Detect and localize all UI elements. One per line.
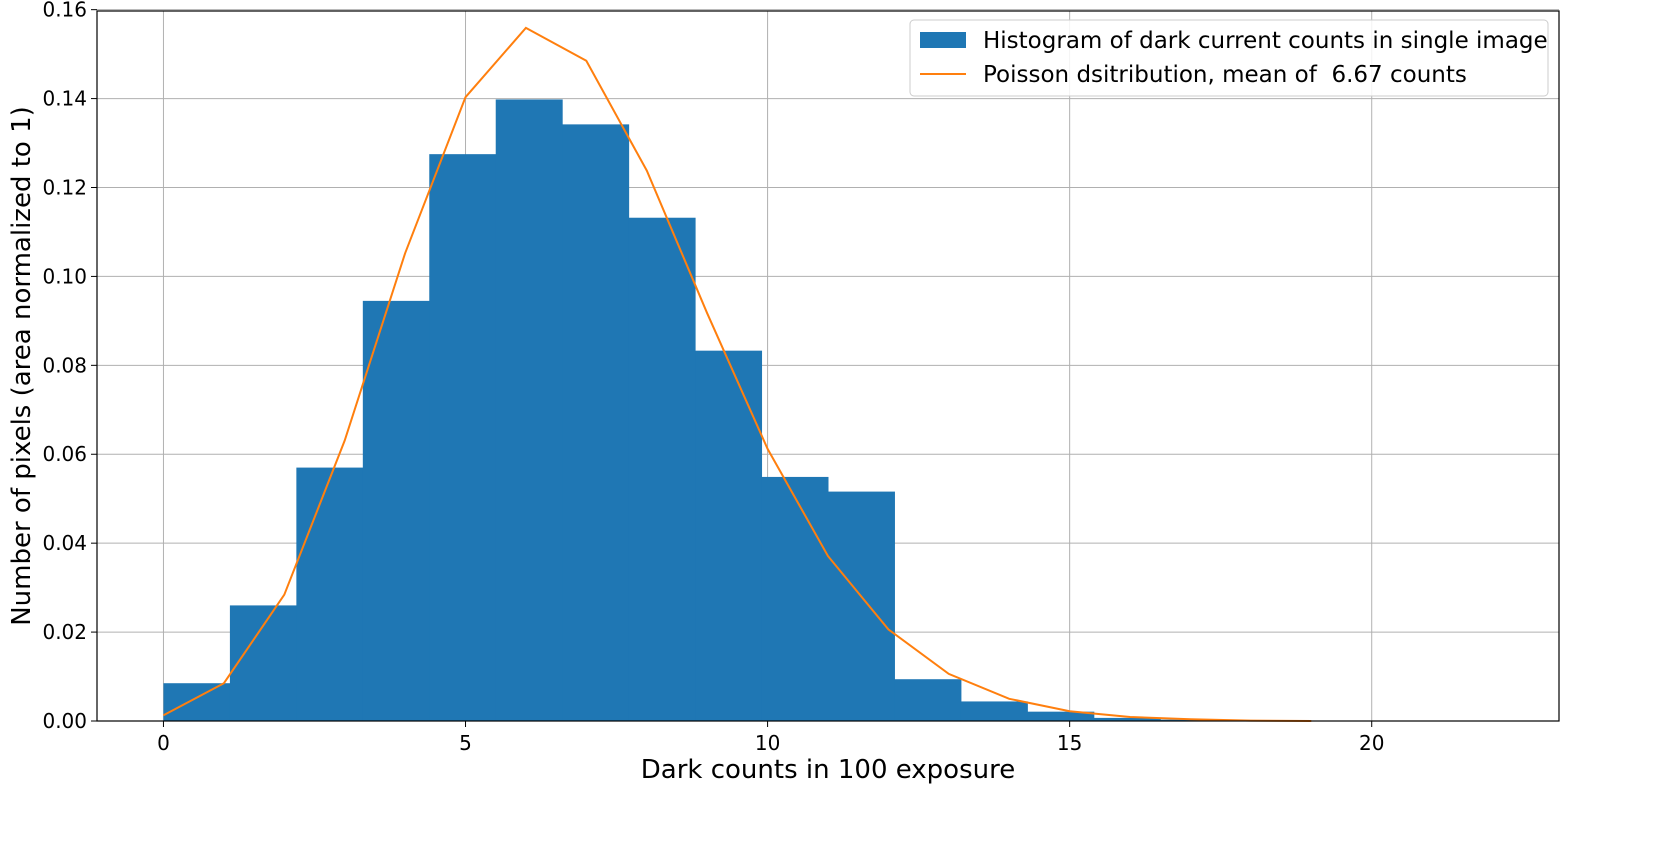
y-tick-label: 0.10 bbox=[42, 264, 87, 288]
histogram-bar bbox=[628, 217, 696, 721]
y-tick-label: 0.12 bbox=[42, 175, 87, 199]
x-tick-label: 20 bbox=[1359, 731, 1384, 755]
y-axis-label: Number of pixels (area normalized to 1) bbox=[7, 106, 37, 626]
x-tick-label: 0 bbox=[157, 731, 170, 755]
legend: Histogram of dark current counts in sing… bbox=[909, 19, 1549, 97]
histogram-bar bbox=[1093, 717, 1161, 721]
x-tick-label: 5 bbox=[459, 731, 472, 755]
histogram-bar bbox=[828, 491, 895, 721]
y-tick-label: 0.14 bbox=[42, 87, 87, 111]
histogram-bar bbox=[960, 701, 1028, 721]
histogram-bar bbox=[1027, 711, 1095, 721]
x-ticks: 0 5 10 15 20 bbox=[157, 721, 1384, 755]
legend-histogram-swatch bbox=[920, 32, 966, 48]
histogram-bar bbox=[429, 154, 497, 722]
histogram-bar bbox=[562, 124, 630, 721]
y-ticks: 0.00 0.02 0.04 0.06 0.08 0.10 0.12 0.14 0.16 bbox=[42, 0, 97, 733]
histogram-bar bbox=[1160, 719, 1228, 721]
histogram-bar bbox=[894, 679, 962, 721]
histogram-bar bbox=[163, 683, 231, 721]
x-tick-label: 10 bbox=[755, 731, 780, 755]
x-tick-label: 15 bbox=[1057, 731, 1082, 755]
plot-frame bbox=[96, 10, 1560, 722]
histogram-bar bbox=[761, 476, 829, 721]
y-tick-label: 0.00 bbox=[42, 709, 87, 733]
legend-box bbox=[909, 19, 1549, 97]
y-tick-label: 0.16 bbox=[42, 0, 87, 22]
histogram-bar bbox=[495, 99, 563, 721]
y-tick-label: 0.08 bbox=[42, 353, 87, 377]
x-axis-label: Dark counts in 100 exposure bbox=[641, 755, 1015, 785]
axes bbox=[96, 10, 1560, 722]
legend-poisson-label: Poisson dsitribution, mean of 6.67 count… bbox=[983, 62, 1467, 88]
y-tick-label: 0.06 bbox=[42, 442, 87, 466]
y-tick-label: 0.02 bbox=[42, 620, 87, 644]
legend-histogram-label: Histogram of dark current counts in sing… bbox=[983, 28, 1548, 54]
histogram-bar bbox=[229, 605, 297, 721]
histogram-bar bbox=[362, 300, 430, 721]
histogram-bars bbox=[163, 99, 1294, 722]
histogram-bar bbox=[695, 350, 763, 721]
poisson-series-line bbox=[163, 26, 1312, 722]
histogram-bar bbox=[296, 467, 364, 721]
y-tick-label: 0.04 bbox=[42, 531, 87, 555]
